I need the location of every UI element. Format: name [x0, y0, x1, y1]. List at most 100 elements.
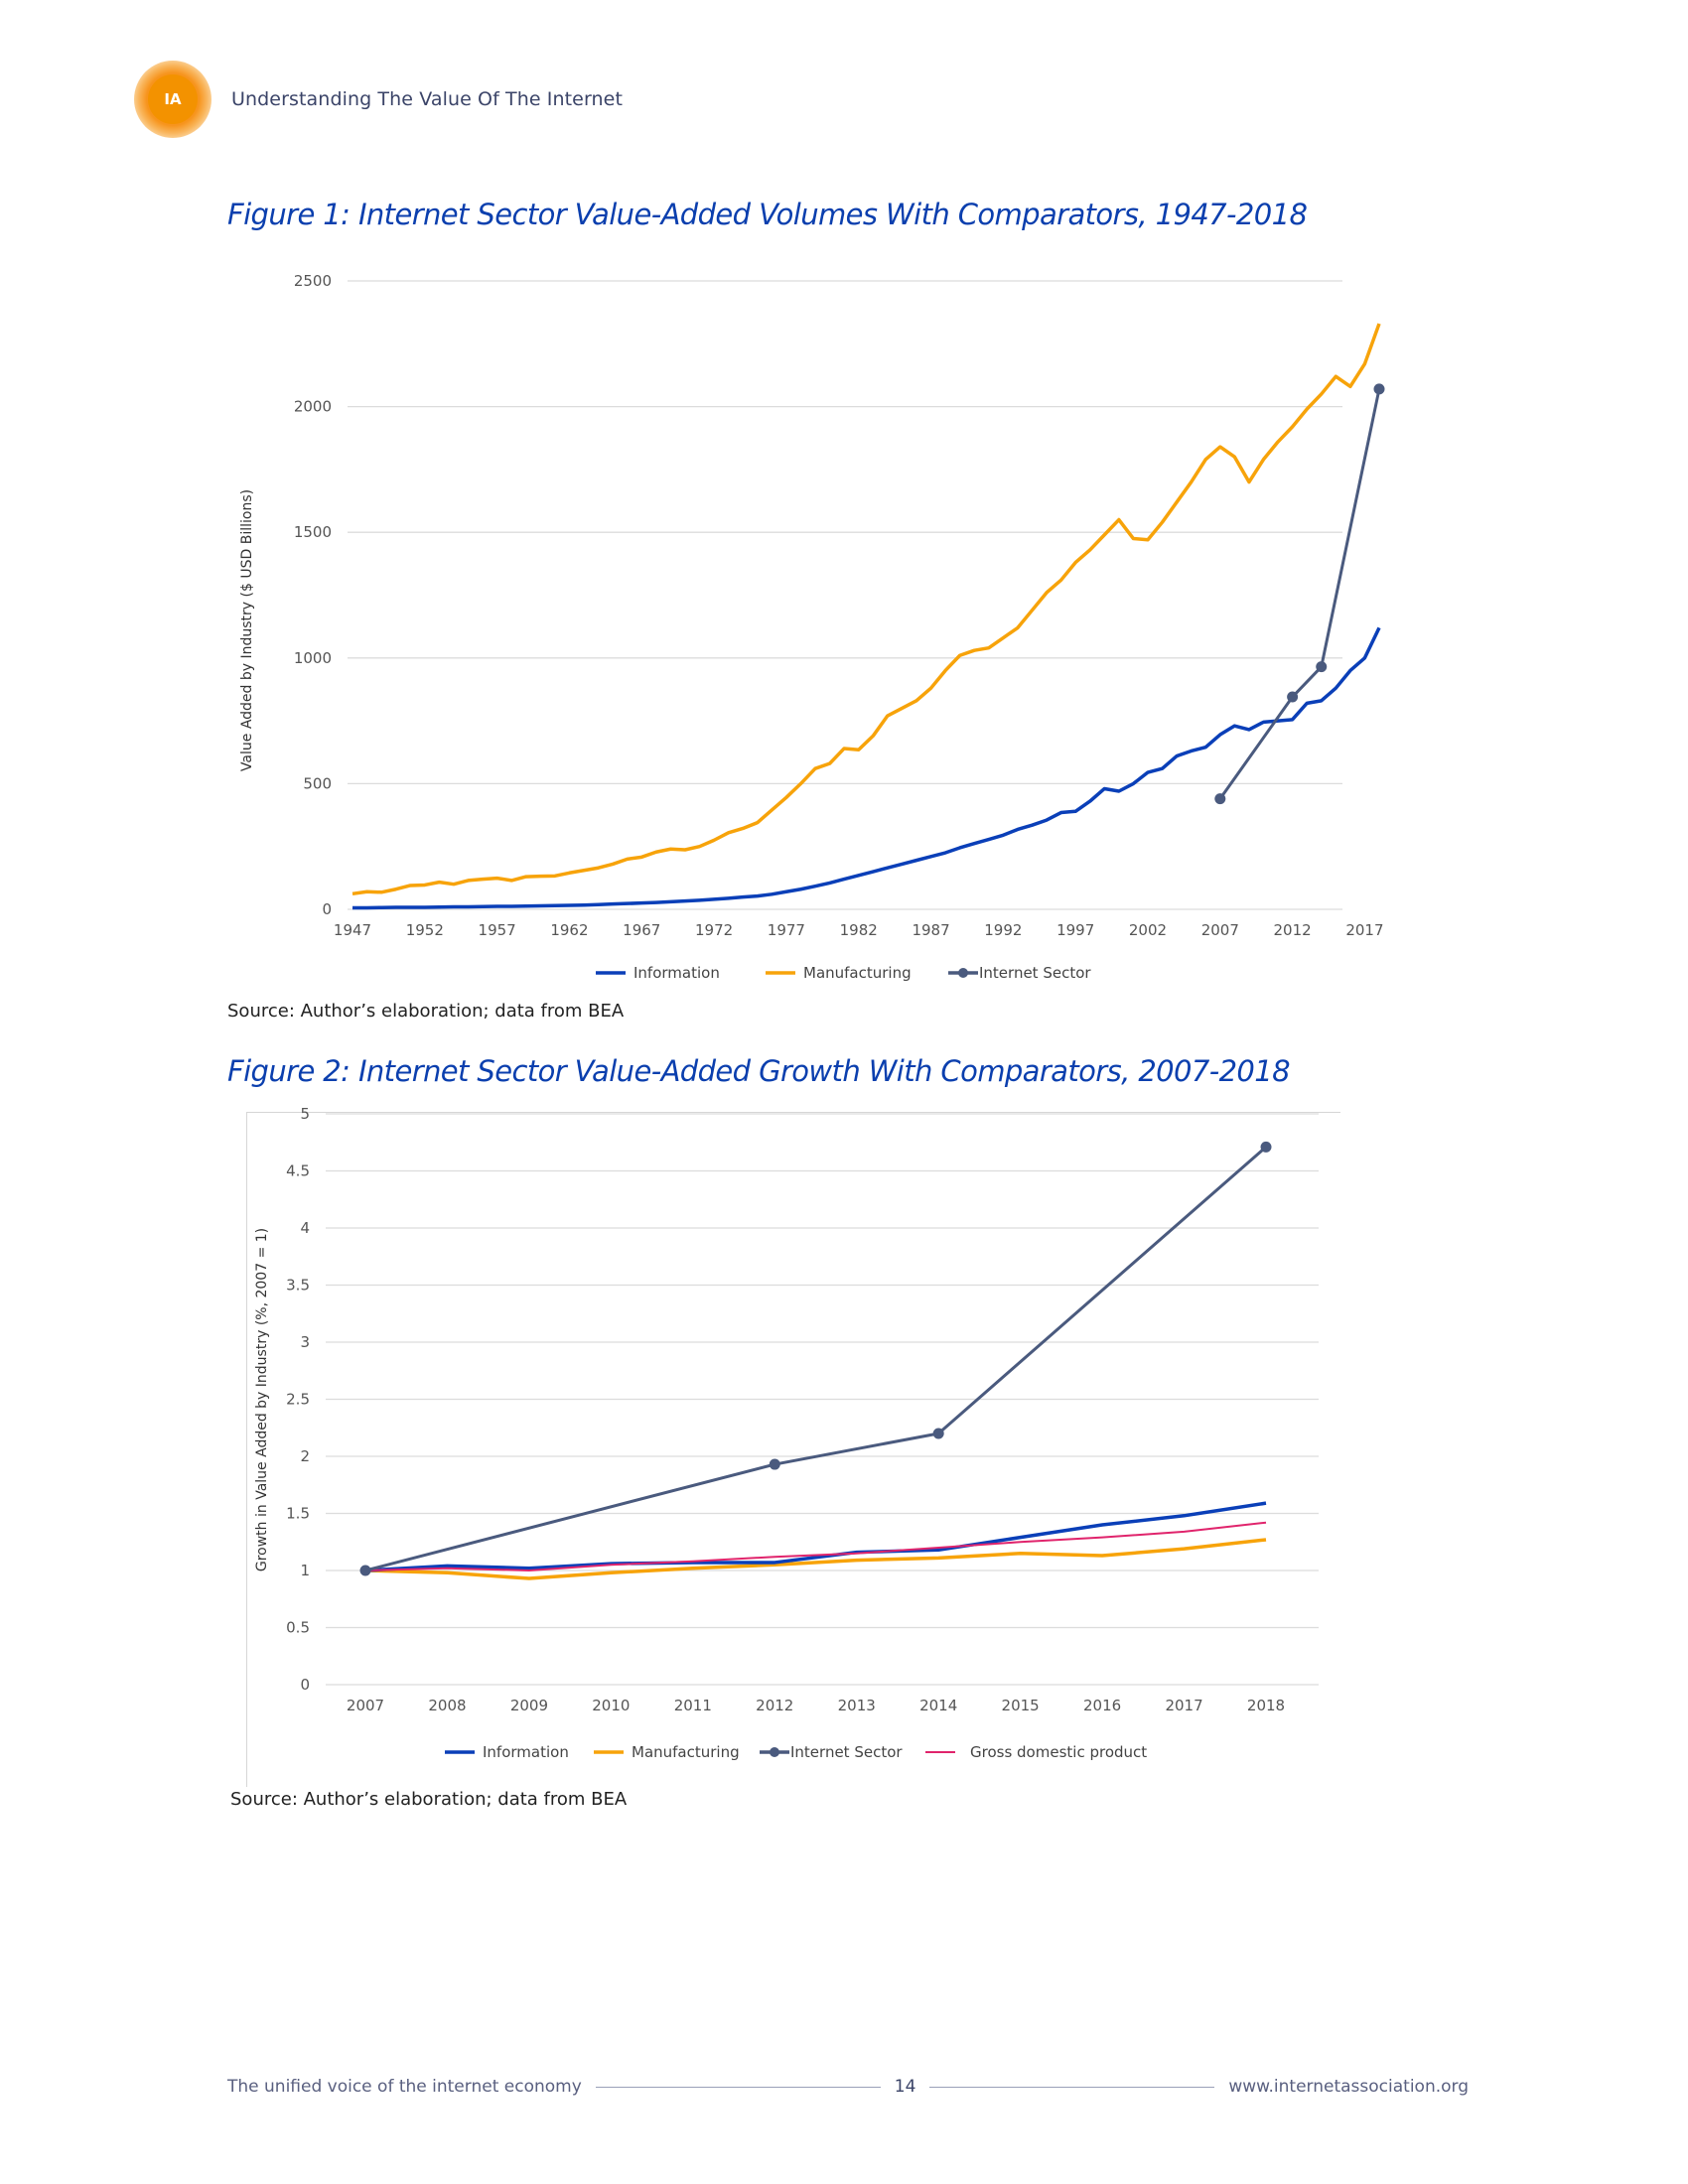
website-link[interactable]: www.internetassociation.org	[1228, 2077, 1470, 2097]
data-point	[1260, 1141, 1272, 1153]
x-tick-label: 2007	[347, 1697, 384, 1714]
footer-tagline: The unified voice of the internet econom…	[227, 2077, 582, 2097]
figure-2-series	[359, 1141, 1272, 1580]
figure-1-series	[352, 323, 1385, 910]
figure-1-chart: 0 500 1000 1500 2000 2500 1947 1952 1957 1962 196…	[239, 272, 1385, 982]
x-tick-label: 2007	[1201, 921, 1239, 939]
legend-label: Internet Sector	[790, 1743, 903, 1761]
page-footer: The unified voice of the internet econom…	[227, 2075, 1469, 2099]
x-tick-label: 2011	[674, 1697, 712, 1714]
series-information	[364, 1501, 1267, 1572]
x-tick-label: 1997	[1056, 921, 1094, 939]
data-point	[1373, 383, 1385, 395]
figure-2-gridlines	[326, 1113, 1319, 1686]
page-header: IA Understanding The Value Of The Intern…	[134, 60, 623, 139]
legend-label: Information	[633, 964, 720, 982]
x-tick-label: 2002	[1129, 921, 1167, 939]
series-internet-sector	[359, 1141, 1272, 1576]
series-line-manufacturing	[352, 323, 1381, 896]
series-line-internet-sector	[364, 1146, 1267, 1572]
figure-2-frame	[246, 1112, 1340, 1787]
y-tick-label: 2500	[294, 272, 332, 290]
x-tick-label: 1972	[695, 921, 733, 939]
x-tick-label: 1967	[623, 921, 660, 939]
y-tick-label: 2.5	[286, 1391, 310, 1409]
figure-2-chart: 00.511.522.533.544.55 2007 2008 2009 2010 20…	[246, 1105, 1340, 1787]
footer-divider	[929, 2086, 1215, 2088]
legend-item-gross-domestic-product: Gross domestic product	[925, 1743, 1147, 1761]
x-tick-label: 1982	[840, 921, 878, 939]
x-tick-label: 1977	[768, 921, 805, 939]
figure-1-y-ticks: 0 500 1000 1500 2000 2500	[294, 272, 332, 918]
y-tick-label: 2	[300, 1447, 310, 1465]
legend-item-manufacturing: Manufacturing	[594, 1743, 740, 1761]
y-tick-label: 4.5	[286, 1162, 310, 1180]
ia-logo-icon: IA	[134, 61, 211, 138]
y-tick-label: 1	[300, 1562, 310, 1579]
x-tick-label: 1957	[479, 921, 516, 939]
figure-1-legend: Information Manufacturing Internet Sector	[596, 964, 1091, 982]
y-tick-label: 1500	[294, 523, 332, 541]
logo-ring	[148, 74, 198, 124]
figure-2-title: Figure 2: Internet Sector Value-Added Gr…	[227, 1054, 1291, 1088]
legend-label: Information	[483, 1743, 569, 1761]
x-tick-label: 1952	[406, 921, 444, 939]
legend-label: Manufacturing	[803, 964, 912, 982]
series-manufacturing	[352, 323, 1381, 896]
data-point	[932, 1428, 944, 1439]
y-tick-label: 1000	[294, 649, 332, 667]
series-line-internet-sector	[1218, 388, 1381, 800]
footer-divider	[595, 2086, 881, 2088]
legend-item-information: Information	[596, 964, 720, 982]
legend-label: Manufacturing	[632, 1743, 740, 1761]
data-point	[1316, 661, 1328, 673]
figure-1-y-axis-title: Value Added by Industry ($ USD Billions)	[239, 489, 255, 771]
figure-2-y-ticks: 0 0.5 1 1.5 2 2.5 3 3.5 4 4.5 5	[286, 1105, 310, 1694]
y-tick-label: 500	[303, 774, 332, 792]
series-manufacturing	[364, 1538, 1267, 1580]
data-point	[359, 1565, 371, 1576]
x-tick-label: 2009	[510, 1697, 548, 1714]
legend-item-manufacturing: Manufacturing	[766, 964, 912, 982]
figure-2-source: Source: Author’s elaboration; data from …	[230, 1789, 628, 1810]
x-tick-label: 2015	[1002, 1697, 1040, 1714]
x-tick-label: 2013	[838, 1697, 876, 1714]
series-line-information	[364, 1501, 1267, 1572]
x-tick-label: 2017	[1345, 921, 1383, 939]
data-point	[1214, 793, 1226, 805]
y-tick-label: 0	[322, 900, 332, 918]
legend-item-internet-sector: Internet Sector	[760, 1743, 903, 1761]
figure-1-gridlines	[348, 280, 1342, 910]
figure-2-legend: Information Manufacturing Internet Sector G…	[445, 1743, 1147, 1761]
figure-2-y-axis-title: Growth in Value Added by Industry (%, 20…	[254, 1228, 270, 1571]
document-title: Understanding The Value Of The Internet	[231, 88, 624, 110]
y-tick-label: 0.5	[286, 1619, 310, 1637]
series-information	[352, 626, 1381, 910]
x-tick-label: 2008	[428, 1697, 466, 1714]
y-tick-label: 2000	[294, 398, 332, 416]
y-tick-label: 1.5	[286, 1505, 310, 1523]
x-tick-label: 2014	[919, 1697, 957, 1714]
x-tick-label: 2010	[592, 1697, 630, 1714]
legend-label: Gross domestic product	[970, 1743, 1147, 1761]
x-tick-label: 1987	[912, 921, 949, 939]
x-tick-label: 1962	[550, 921, 588, 939]
x-tick-label: 2012	[756, 1697, 793, 1714]
figure-1-x-ticks: 1947 1952 1957 1962 1967 1972 1977 1982 1987 1992…	[334, 921, 1384, 939]
series-line-information	[352, 626, 1381, 910]
series-line-gross-domestic-product	[364, 1521, 1267, 1571]
y-tick-label: 3	[300, 1333, 310, 1351]
x-tick-label: 2012	[1274, 921, 1312, 939]
series-gross-domestic-product	[364, 1521, 1267, 1571]
x-tick-label: 2018	[1247, 1697, 1285, 1714]
data-point	[769, 1458, 780, 1470]
x-tick-label: 2016	[1083, 1697, 1121, 1714]
page-number: 14	[894, 2077, 916, 2097]
x-tick-label: 1992	[984, 921, 1022, 939]
logo-text: IA	[164, 90, 182, 108]
y-tick-label: 4	[300, 1219, 310, 1237]
data-point	[1287, 691, 1299, 703]
figure-2-x-ticks: 2007 2008 2009 2010 2011 2012 2013 2014 2015 2016…	[347, 1697, 1285, 1714]
x-tick-label: 2017	[1165, 1697, 1202, 1714]
series-internet-sector	[1214, 383, 1385, 805]
